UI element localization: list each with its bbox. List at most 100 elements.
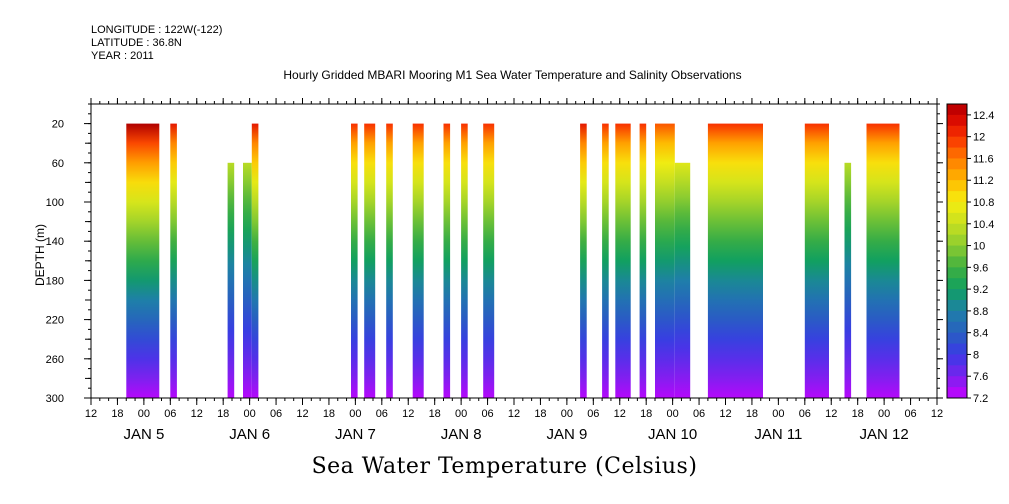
y-tick-label: 180 [46,275,64,287]
data-block [251,123,259,398]
colorbar-segment [947,223,967,236]
data-block [227,162,235,398]
colorbar-tick-label: 8.8 [973,306,988,318]
colorbar-segment [947,310,967,323]
colorbar-tick-label: 8.4 [973,328,988,340]
x-hour-tick-label: 06 [481,408,493,420]
x-hour-tick-label: 06 [693,408,705,420]
data-blocks [126,123,900,398]
data-block [461,123,468,398]
x-hour-tick-label: 00 [772,408,784,420]
x-hour-tick-label: 06 [799,408,811,420]
x-hour-tick-label: 12 [85,408,97,420]
x-hour-tick-label: 12 [191,408,203,420]
x-hour-tick-label: 00 [244,408,256,420]
x-hour-tick-label: 00 [878,408,890,420]
colorbar: 12.4 12 11.6 11.2 10.8 10.4 10 9.6 9.2 8.8 8.4 8 7.6… [946,103,994,405]
data-block [674,162,691,398]
x-hour-tick-label: 06 [376,408,388,420]
colorbar-segment [947,158,967,170]
data-block [386,123,393,398]
x-day-label: JAN 7 [335,426,376,443]
colorbar-tick-label: 11.6 [973,153,994,165]
colorbar-tick-label: 7.6 [973,371,988,383]
x-hour-tick-label: 00 [667,408,679,420]
colorbar-segment [947,365,967,377]
colorbar-segment [947,114,967,127]
x-hour-tick-label: 06 [904,408,916,420]
y-tick-label: 60 [52,158,64,170]
data-block [483,123,495,398]
colorbar-segment [947,234,967,247]
colorbar-segment [947,180,967,192]
y-tick-label: 220 [46,315,64,327]
colorbar-segment [947,169,967,181]
colorbar-segment [947,376,967,388]
data-block [615,123,631,398]
colorbar-segment [947,191,967,203]
data-block [866,123,900,398]
data-block [126,123,160,398]
x-hour-tick-label: 06 [587,408,599,420]
colorbar-tick-label: 9.6 [973,262,988,274]
colorbar-segment [947,104,967,116]
x-hour-tick-label: 06 [164,408,176,420]
x-hour-tick-label: 18 [323,408,335,420]
data-block [170,123,177,398]
data-block [602,123,609,398]
x-hour-tick-label: 18 [746,408,758,420]
data-block [412,123,424,398]
x-hour-tick-label: 12 [296,408,308,420]
x-hour-tick-label: 00 [349,408,361,420]
colorbar-segment [947,202,967,214]
colorbar-segment [947,332,967,345]
colorbar-tick-label: 12 [973,132,985,144]
x-day-label: JAN 11 [754,426,802,443]
axes: 12 18 00 06 12 18 00 06 12 18 00 06 12 18 00 06 12 18 00 06… [46,98,943,443]
data-block [655,123,675,398]
x-day-label: JAN 10 [648,426,697,443]
data-block [844,162,852,398]
colorbar-segment [947,256,967,268]
colorbar-tick-label: 12.4 [973,110,994,122]
data-block [707,123,763,398]
x-hour-tick-label: 12 [614,408,626,420]
latitude-label: LATITUDE : 36.8N [91,37,182,49]
chart-title: Hourly Gridded MBARI Mooring M1 Sea Wate… [283,68,742,82]
colorbar-segment [947,147,967,159]
colorbar-segment [947,321,967,334]
x-hour-tick-label: 18 [429,408,441,420]
colorbar-segment [947,278,967,290]
x-hour-tick-label: 12 [931,408,943,420]
x-hour-tick-label: 06 [270,408,282,420]
colorbar-segment [947,300,967,312]
x-hour-tick-label: 18 [640,408,652,420]
data-block [351,123,358,398]
colorbar-label: Sea Water Temperature (Celsius) [311,454,698,479]
x-day-label: JAN 5 [123,426,164,443]
x-hour-tick-label: 18 [852,408,864,420]
y-tick-label: 20 [52,119,64,131]
colorbar-segment [947,343,967,355]
x-hour-tick-label: 12 [402,408,414,420]
x-hour-tick-label: 00 [138,408,150,420]
colorbar-tick-label: 11.2 [973,175,994,187]
x-hour-tick-label: 00 [455,408,467,420]
data-block [804,123,829,398]
colorbar-segment [947,354,967,366]
y-tick-label: 140 [46,236,64,248]
colorbar-tick-label: 10.4 [973,219,994,231]
colorbar-segment [947,245,967,257]
colorbar-segment [947,136,967,149]
colorbar-segment [947,125,967,138]
y-tick-label: 300 [46,393,64,405]
year-label: YEAR : 2011 [91,50,154,62]
x-hour-tick-label: 12 [719,408,731,420]
x-hour-tick-label: 00 [561,408,573,420]
x-day-label: JAN 12 [860,426,909,443]
colorbar-tick-label: 10.8 [973,197,994,209]
colorbar-frame [946,103,968,399]
y-tick-label: 100 [46,197,64,209]
x-day-label: JAN 8 [441,426,482,443]
